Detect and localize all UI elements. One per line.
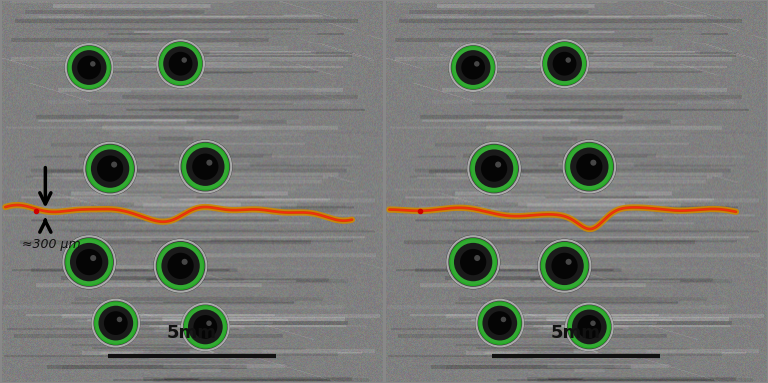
Circle shape [94, 302, 137, 344]
Circle shape [76, 249, 102, 275]
Circle shape [207, 160, 213, 166]
Circle shape [450, 239, 496, 285]
Circle shape [544, 43, 585, 85]
Circle shape [474, 255, 480, 261]
Circle shape [181, 259, 187, 265]
Circle shape [488, 311, 511, 335]
Circle shape [68, 46, 110, 88]
Circle shape [481, 155, 507, 182]
Circle shape [154, 239, 208, 293]
Circle shape [572, 309, 607, 344]
Circle shape [70, 243, 108, 281]
Circle shape [455, 50, 491, 85]
Circle shape [545, 247, 584, 285]
Circle shape [576, 154, 602, 180]
Circle shape [164, 46, 198, 81]
Circle shape [471, 146, 518, 192]
Circle shape [565, 57, 571, 63]
Circle shape [540, 39, 589, 88]
Circle shape [578, 315, 601, 339]
Text: ≈300 μm: ≈300 μm [22, 238, 81, 251]
Circle shape [97, 155, 123, 182]
Circle shape [188, 309, 223, 344]
Circle shape [553, 52, 577, 75]
Circle shape [157, 243, 204, 289]
Circle shape [501, 317, 506, 322]
Circle shape [98, 306, 133, 340]
Circle shape [66, 239, 112, 285]
Circle shape [462, 56, 485, 79]
Circle shape [194, 315, 217, 339]
Circle shape [160, 43, 202, 85]
Circle shape [117, 317, 122, 322]
Circle shape [207, 321, 212, 326]
Circle shape [71, 50, 107, 85]
Circle shape [482, 306, 517, 340]
Circle shape [192, 154, 218, 180]
Circle shape [454, 243, 492, 281]
Circle shape [564, 302, 614, 352]
Circle shape [186, 147, 224, 186]
Circle shape [566, 144, 613, 190]
Circle shape [474, 61, 479, 67]
Circle shape [475, 298, 525, 348]
Circle shape [91, 298, 141, 348]
Circle shape [460, 249, 486, 275]
Circle shape [449, 43, 498, 92]
Circle shape [446, 235, 501, 290]
Circle shape [538, 239, 592, 293]
Circle shape [83, 141, 137, 196]
Circle shape [452, 46, 494, 88]
Circle shape [87, 146, 134, 192]
Circle shape [167, 253, 194, 279]
Circle shape [65, 43, 114, 92]
Circle shape [562, 139, 617, 194]
Circle shape [111, 162, 118, 168]
Circle shape [591, 321, 596, 326]
Circle shape [478, 302, 521, 344]
Circle shape [547, 46, 582, 81]
Circle shape [495, 162, 502, 168]
Circle shape [568, 306, 611, 348]
Circle shape [78, 56, 101, 79]
Circle shape [551, 253, 578, 279]
Circle shape [570, 147, 608, 186]
Circle shape [90, 255, 96, 261]
Text: 5mm: 5mm [551, 324, 601, 342]
Circle shape [591, 160, 597, 166]
Text: 5mm: 5mm [167, 324, 217, 342]
Circle shape [541, 243, 588, 289]
Circle shape [62, 235, 117, 290]
Circle shape [178, 139, 233, 194]
Circle shape [161, 247, 200, 285]
Circle shape [182, 144, 229, 190]
Circle shape [475, 149, 513, 188]
Circle shape [156, 39, 205, 88]
Circle shape [90, 61, 95, 67]
Circle shape [169, 52, 193, 75]
Circle shape [104, 311, 127, 335]
Circle shape [181, 57, 187, 63]
Circle shape [184, 306, 227, 348]
Circle shape [467, 141, 521, 196]
Circle shape [180, 302, 230, 352]
Circle shape [91, 149, 129, 188]
Circle shape [565, 259, 571, 265]
